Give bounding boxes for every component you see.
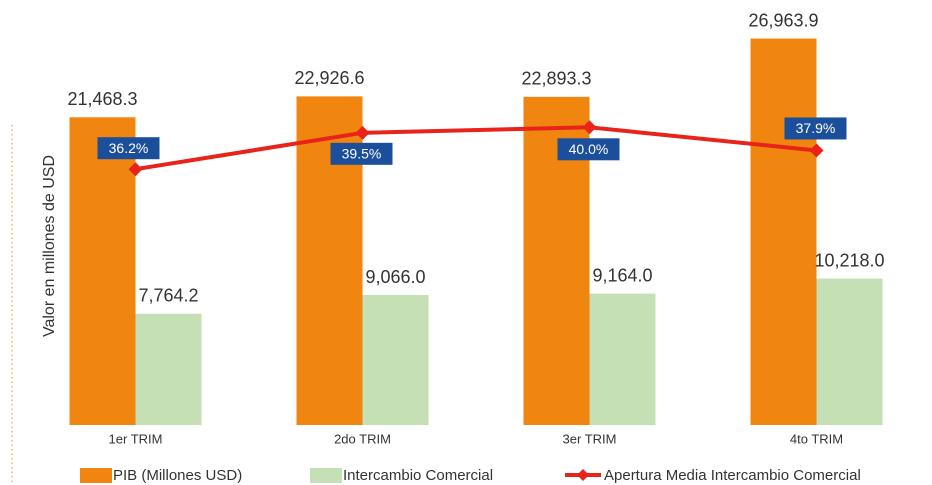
- line-marker: [355, 125, 370, 140]
- bar: [750, 38, 817, 426]
- line-marker: [128, 162, 143, 177]
- y-axis-label: Valor en millones de USD: [41, 155, 58, 337]
- bar-value-label: 26,963.9: [748, 10, 818, 30]
- bar-value-label: 21,468.3: [67, 89, 137, 109]
- bar: [816, 278, 883, 425]
- line-series: [135, 125, 817, 172]
- legend-label: PIB (Millones USD): [113, 467, 242, 484]
- bar: [589, 293, 656, 425]
- bar-value-label: 7,764.2: [138, 285, 198, 305]
- value-label-box: [330, 142, 393, 165]
- bar-value-label: 22,926.6: [294, 68, 364, 88]
- line-marker: [582, 120, 597, 135]
- value-label-box: [557, 138, 620, 161]
- bar: [362, 295, 429, 425]
- bar-value-label: 22,893.3: [521, 69, 591, 89]
- legend-marker: [577, 469, 589, 481]
- legend-swatch: [80, 468, 112, 483]
- x-tick-label: 3er TRIM: [563, 431, 617, 446]
- bar-value-label: 9,066.0: [365, 267, 425, 287]
- bar-value-label: 9,164.0: [592, 265, 652, 285]
- legend-swatch: [310, 468, 342, 483]
- bar-value-label: 10,218.0: [814, 250, 884, 270]
- bar: [69, 117, 136, 426]
- legend-label: Apertura Media Intercambio Comercial: [604, 467, 861, 484]
- line-value-label: 37.9%: [796, 120, 836, 136]
- line-value-label: 40.0%: [569, 141, 609, 157]
- value-label-box: [784, 117, 847, 140]
- x-tick-label: 1er TRIM: [109, 431, 163, 446]
- line-marker: [809, 143, 824, 158]
- legend-label: Intercambio Comercial: [343, 467, 493, 484]
- bar: [135, 313, 202, 425]
- value-label-box: [97, 137, 160, 160]
- x-tick-label: 4to TRIM: [790, 431, 843, 446]
- line-value-label: 36.2%: [109, 140, 149, 156]
- x-tick-label: 2do TRIM: [334, 431, 391, 446]
- line-value-label: 39.5%: [342, 146, 382, 162]
